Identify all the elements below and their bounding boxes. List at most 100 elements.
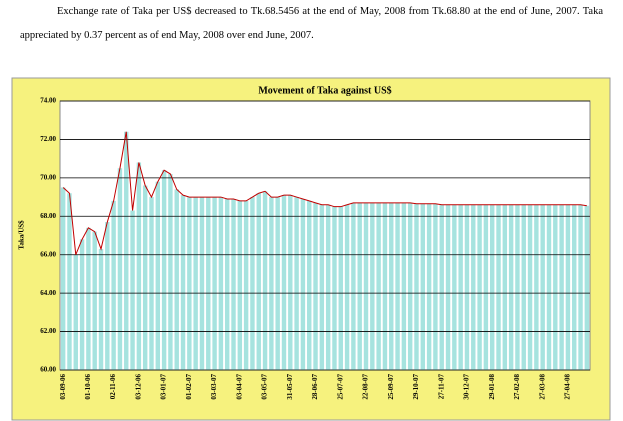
y-tick-label: 74.00 xyxy=(40,97,56,105)
bar xyxy=(275,197,280,370)
bar xyxy=(578,204,583,370)
bar xyxy=(325,204,331,370)
y-tick-label: 62.00 xyxy=(40,327,56,335)
bar xyxy=(401,202,407,370)
bar xyxy=(584,205,590,370)
bar xyxy=(168,174,173,370)
bar xyxy=(187,197,192,370)
bar xyxy=(180,195,186,370)
bar xyxy=(483,204,489,370)
bar xyxy=(269,197,274,370)
plot-area xyxy=(59,100,591,371)
x-tick-label: 01-10-06 xyxy=(84,374,92,400)
bar xyxy=(313,202,318,370)
bar xyxy=(546,204,552,370)
x-tick-label: 03-04-07 xyxy=(235,374,243,400)
bar xyxy=(256,193,261,370)
bar xyxy=(98,248,104,370)
x-tick-label: 25-07-07 xyxy=(336,374,344,400)
y-tick-label: 66.00 xyxy=(40,250,56,258)
x-tick-label: 03-01-07 xyxy=(160,374,168,400)
bar xyxy=(389,202,394,370)
bar xyxy=(193,197,198,370)
bar xyxy=(559,204,564,370)
bar xyxy=(174,189,179,370)
bar xyxy=(142,185,148,370)
x-tick-label: 29-01-08 xyxy=(488,374,496,400)
bar xyxy=(124,131,129,370)
bar xyxy=(79,239,85,370)
bar xyxy=(464,204,470,370)
x-tick-label: 03-03-07 xyxy=(210,374,218,400)
bar xyxy=(130,210,135,370)
bar xyxy=(496,204,501,370)
bar xyxy=(414,203,419,370)
bar xyxy=(250,197,255,370)
line xyxy=(62,131,587,255)
y-tick-label: 60.00 xyxy=(40,366,56,374)
bar xyxy=(300,198,306,370)
bar xyxy=(439,204,444,370)
bar xyxy=(206,197,211,370)
x-tick-label: 02-11-06 xyxy=(109,374,117,400)
bar xyxy=(281,195,287,370)
bar xyxy=(73,254,78,370)
y-axis-label: Taka/US$ xyxy=(18,220,26,250)
bar xyxy=(294,197,299,370)
bar xyxy=(92,231,97,370)
bar xyxy=(357,202,362,370)
bar xyxy=(307,200,312,370)
bar xyxy=(382,202,388,370)
bar xyxy=(515,204,520,370)
bar xyxy=(395,202,400,370)
x-tick-label: 27-04-08 xyxy=(564,374,572,400)
bar xyxy=(224,198,230,370)
bar xyxy=(351,202,356,370)
bar xyxy=(117,168,123,370)
bar xyxy=(288,195,293,370)
bar xyxy=(199,197,205,370)
bar xyxy=(105,222,110,370)
bar xyxy=(433,203,438,370)
bar xyxy=(370,202,375,370)
bar xyxy=(426,203,432,370)
x-tick-label: 25-09-07 xyxy=(387,374,395,400)
bar xyxy=(338,206,343,370)
bar xyxy=(67,193,72,370)
x-tick-label: 03-09-06 xyxy=(59,374,67,400)
x-tick-label: 03-05-07 xyxy=(261,374,269,400)
bar xyxy=(212,197,217,370)
bar xyxy=(407,202,413,370)
y-tick-label: 68.00 xyxy=(40,212,56,220)
x-tick-label: 27-02-08 xyxy=(513,374,521,400)
x-tick-label: 31-05-07 xyxy=(286,374,294,400)
bar xyxy=(477,204,482,370)
bar xyxy=(553,204,558,370)
y-tick-label: 72.00 xyxy=(40,135,56,143)
bar xyxy=(376,202,381,370)
bar xyxy=(489,204,495,370)
bar xyxy=(262,191,268,370)
x-tick-label: 03-12-06 xyxy=(134,374,142,400)
bar xyxy=(452,204,457,370)
bar xyxy=(243,200,249,370)
bar xyxy=(363,202,369,370)
bar xyxy=(161,170,167,370)
bar xyxy=(420,203,426,370)
bar xyxy=(540,204,545,370)
bar xyxy=(60,187,66,370)
x-tick-label: 29-10-07 xyxy=(412,374,420,400)
bar xyxy=(534,204,539,370)
x-tick-label: 22-08-07 xyxy=(362,374,370,400)
x-tick-label: 01-02-07 xyxy=(185,374,193,400)
bar xyxy=(471,204,476,370)
bar xyxy=(149,197,154,370)
bar xyxy=(319,204,325,370)
bar xyxy=(86,227,91,370)
bar xyxy=(332,206,337,370)
bar xyxy=(521,204,526,370)
bar xyxy=(344,204,350,370)
paragraph: Exchange rate of Taka per US$ decreased … xyxy=(20,6,603,41)
